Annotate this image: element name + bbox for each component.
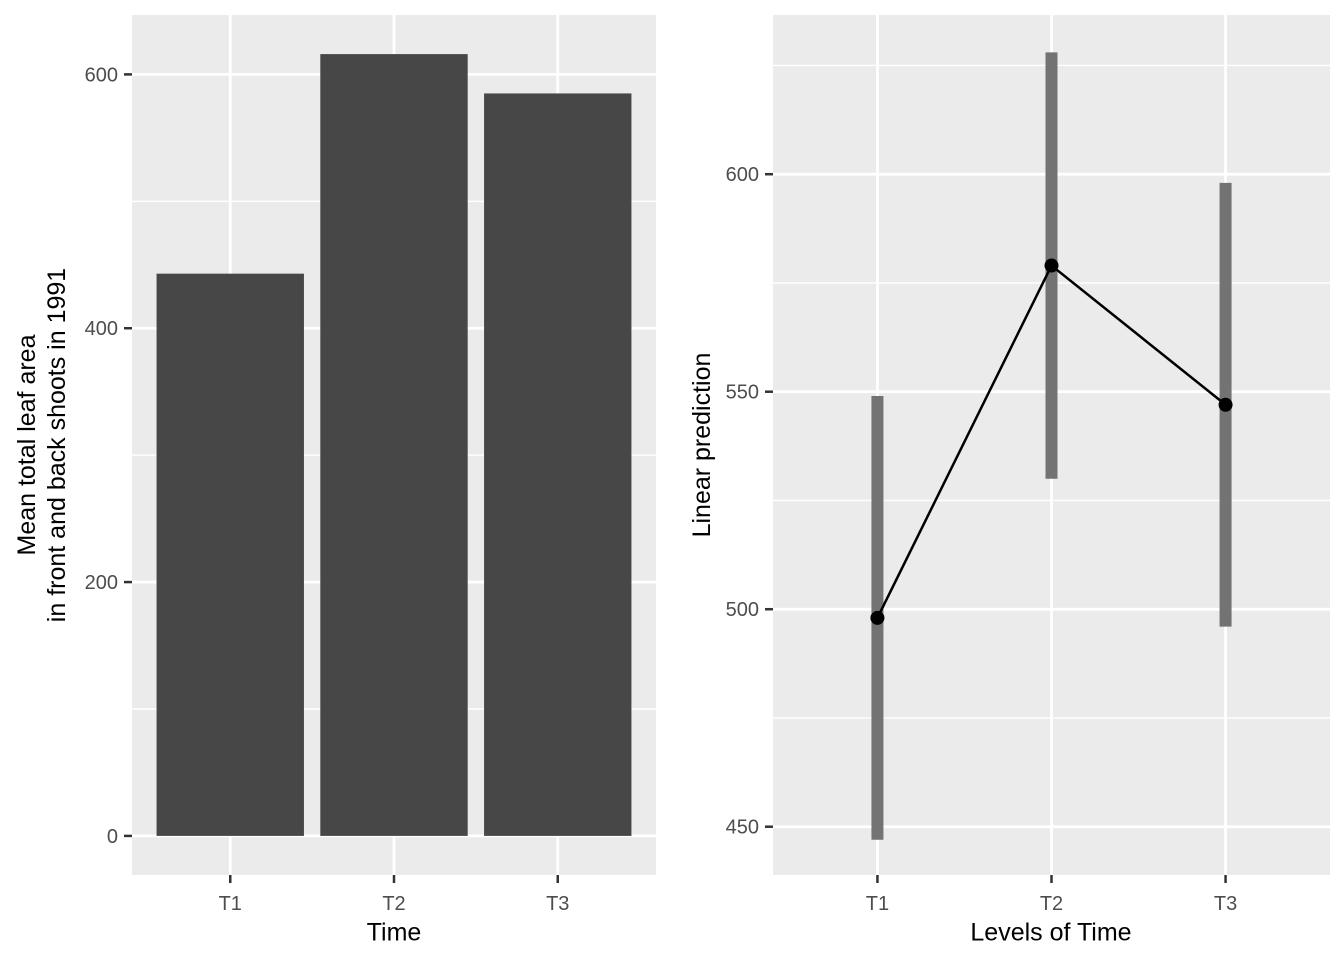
x-tick-label: T1 [219, 893, 242, 915]
x-tick-label: T2 [1040, 893, 1063, 915]
y-tick-label: 400 [85, 318, 118, 340]
y-tick-label: 450 [726, 817, 759, 839]
y-tick-label: 500 [726, 599, 759, 621]
bar-T3 [484, 93, 632, 836]
x-tick-label: T2 [382, 893, 405, 915]
x-tick-label: T3 [1214, 893, 1237, 915]
left-y-axis-title-line2: in front and back shoots in 1991 [43, 267, 71, 623]
y-tick-label: 600 [85, 64, 118, 86]
right-y-axis-title-line1: Linear prediction [688, 352, 716, 538]
bar-T1 [156, 273, 304, 836]
estimate-point-T2 [1044, 258, 1059, 273]
right-y-axis-title: Linear prediction [687, 353, 717, 538]
bar-T2 [320, 54, 468, 836]
left-x-axis-title: Time [366, 918, 422, 947]
right-x-axis-title: Levels of Time [970, 918, 1132, 947]
y-tick-label: 550 [726, 382, 759, 404]
x-tick-label: T1 [866, 893, 889, 915]
y-tick-label: 600 [726, 164, 759, 186]
x-tick-label: T3 [546, 893, 569, 915]
left-y-axis-title: Mean total leaf area in front and back s… [12, 268, 72, 622]
y-tick-label: 0 [107, 826, 118, 848]
estimate-point-T1 [870, 610, 885, 625]
y-tick-label: 200 [85, 572, 118, 594]
left-y-axis-title-line1: Mean total leaf area [13, 334, 41, 556]
estimate-point-T3 [1218, 397, 1233, 412]
